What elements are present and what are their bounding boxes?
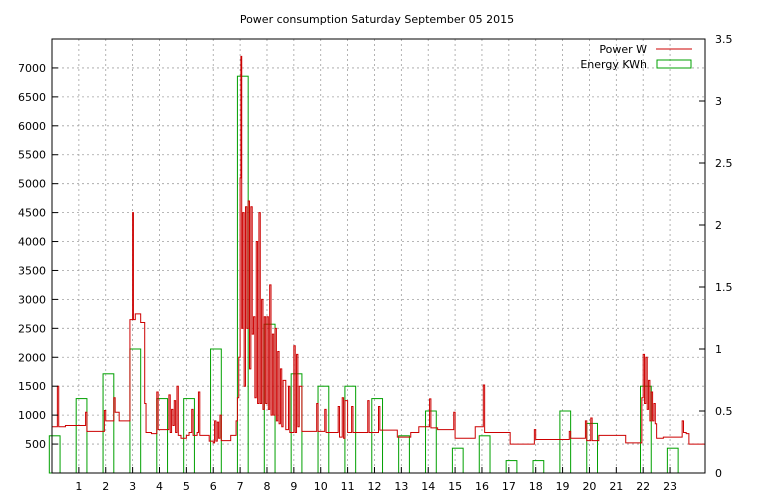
y2-tick-label: 0: [715, 467, 722, 480]
x-tick-label: 18: [529, 480, 543, 493]
x-tick-label: 2: [102, 480, 109, 493]
y2-axis-ticks: 0 0.5 1 1.5 2 2.5 3 3.5: [699, 33, 733, 480]
x-tick-label: 12: [367, 480, 381, 493]
y-tick-label: 4500: [18, 207, 46, 220]
y-tick-label: 500: [25, 438, 46, 451]
legend-swatch-energy: [657, 60, 691, 68]
energy-bar: [318, 386, 329, 473]
legend-label-energy: Energy KWh: [580, 58, 647, 71]
x-tick-label: 19: [556, 480, 570, 493]
y2-tick-label: 2: [715, 219, 722, 232]
y2-tick-label: 2.5: [715, 157, 733, 170]
x-tick-label: 23: [663, 480, 677, 493]
energy-bar: [76, 399, 87, 473]
x-tick-label: 10: [314, 480, 328, 493]
energy-bar: [667, 448, 678, 473]
y-tick-label: 4000: [18, 236, 46, 249]
y-tick-label: 3000: [18, 293, 46, 306]
energy-bar: [345, 386, 356, 473]
x-tick-label: 7: [237, 480, 244, 493]
y-tick-label: 6000: [18, 120, 46, 133]
y2-tick-label: 1.5: [715, 281, 733, 294]
y2-tick-label: 3.5: [715, 33, 733, 46]
energy-bar: [211, 349, 222, 473]
energy-bar: [399, 436, 410, 473]
x-tick-label: 13: [394, 480, 408, 493]
x-tick-label: 8: [263, 480, 270, 493]
y-tick-label: 2000: [18, 351, 46, 364]
x-tick-label: 17: [502, 480, 516, 493]
energy-bar: [506, 461, 517, 473]
y-tick-label: 1000: [18, 409, 46, 422]
y-tick-label: 1500: [18, 380, 46, 393]
x-tick-label: 4: [156, 480, 163, 493]
x-tick-label: 16: [475, 480, 489, 493]
y-tick-label: 5500: [18, 149, 46, 162]
x-tick-label: 11: [341, 480, 355, 493]
x-tick-label: 5: [183, 480, 190, 493]
y-tick-label: 6500: [18, 91, 46, 104]
x-tick-label: 6: [210, 480, 217, 493]
energy-bar: [49, 436, 60, 473]
y2-tick-label: 3: [715, 95, 722, 108]
x-tick-label: 9: [290, 480, 297, 493]
energy-bar: [372, 399, 383, 473]
legend-label-power: Power W: [599, 43, 647, 56]
x-tick-label: 3: [129, 480, 136, 493]
x-tick-label: 1: [75, 480, 82, 493]
x-tick-label: 22: [636, 480, 650, 493]
legend: Power W Energy KWh: [580, 43, 692, 71]
y2-tick-label: 1: [715, 343, 722, 356]
x-tick-label: 14: [421, 480, 435, 493]
energy-bar: [533, 461, 544, 473]
x-tick-label: 20: [582, 480, 596, 493]
energy-bars: [49, 76, 678, 473]
x-tick-label: 21: [609, 480, 623, 493]
energy-bar: [130, 349, 141, 473]
chart-title: Power consumption Saturday September 05 …: [240, 13, 514, 26]
energy-bar: [479, 436, 490, 473]
y-tick-label: 2500: [18, 322, 46, 335]
energy-bar: [452, 448, 463, 473]
y-tick-label: 5000: [18, 178, 46, 191]
y-tick-label: 7000: [18, 62, 46, 75]
y-tick-label: 3500: [18, 264, 46, 277]
y2-tick-label: 0.5: [715, 405, 733, 418]
x-tick-label: 15: [448, 480, 462, 493]
energy-bar: [560, 411, 571, 473]
